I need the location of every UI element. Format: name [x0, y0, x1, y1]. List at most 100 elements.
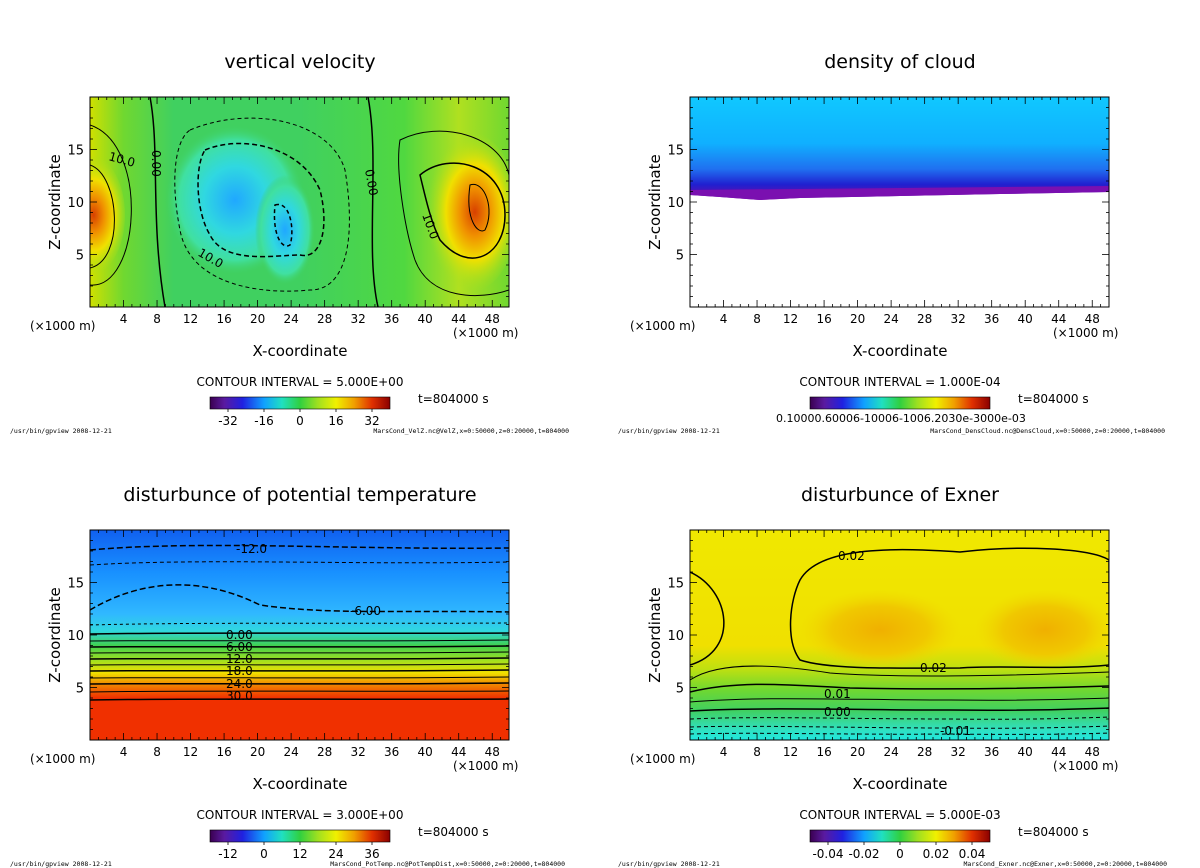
footer-right: MarsCond_DensCloud.nc@DensCloud,x=0:5000… — [930, 427, 1165, 435]
contour-line — [90, 645, 509, 648]
contour-interval: CONTOUR INTERVAL = 3.000E+00 — [197, 808, 404, 822]
colorbar-tick-label: -32 — [218, 414, 238, 428]
x-tick-label: 48 — [1085, 745, 1100, 759]
x-tick-label: 16 — [816, 312, 831, 326]
x-axis-label: X-coordinate — [253, 775, 348, 793]
contour-label: 0.00 — [149, 150, 163, 177]
x-tick-label: 28 — [917, 745, 932, 759]
x-tick-label: 48 — [1085, 312, 1100, 326]
x-unit-left: (×1000 m) — [30, 752, 95, 766]
y-tick-label: 5 — [676, 249, 684, 264]
contour-line — [90, 632, 509, 635]
x-unit-right: (×1000 m) — [1053, 326, 1118, 340]
y-axis-label: Z-coordinate — [646, 587, 664, 682]
chart-title: disturbunce of Exner — [801, 484, 999, 506]
x-tick-label: 12 — [183, 312, 198, 326]
contour-label: 18.0 — [226, 664, 253, 678]
time-label: t=804000 s — [1018, 392, 1089, 406]
x-tick-label: 24 — [283, 312, 298, 326]
x-unit-left: (×1000 m) — [630, 319, 695, 333]
x-tick-label: 32 — [951, 745, 966, 759]
contour-line — [90, 584, 509, 613]
colorbar-tick-label: 16 — [328, 414, 343, 428]
contour-interval: CONTOUR INTERVAL = 5.000E+00 — [197, 375, 404, 389]
plot-area — [90, 530, 509, 740]
contour-label: 0.02 — [838, 549, 865, 563]
y-axis-label: Z-coordinate — [646, 154, 664, 249]
x-tick-label: 36 — [984, 312, 999, 326]
colorbar-tick-label: 0 — [296, 414, 304, 428]
x-tick-label: 16 — [216, 312, 231, 326]
y-tick-label: 15 — [667, 577, 684, 592]
x-unit-left: (×1000 m) — [30, 319, 95, 333]
contour-line — [690, 683, 1109, 693]
time-label: t=804000 s — [418, 392, 489, 406]
panel-density-of-cloud: density of cloud 4 8 12 16 20 24 28 32 36 40 44 485… — [618, 51, 1165, 435]
x-tick-label: 36 — [384, 745, 399, 759]
contour-line — [789, 547, 1109, 669]
x-tick-label: 4 — [720, 312, 728, 326]
x-tick-label: 32 — [351, 312, 366, 326]
contour-line — [90, 676, 509, 679]
x-tick-label: 40 — [418, 745, 433, 759]
contour-line — [90, 561, 509, 566]
contour-line — [419, 162, 506, 259]
contour-line — [90, 690, 509, 693]
x-tick-label: 4 — [120, 312, 128, 326]
x-tick-label: 4 — [720, 745, 728, 759]
x-tick-label: 40 — [1018, 312, 1033, 326]
contour-line — [90, 698, 509, 701]
time-label: t=804000 s — [418, 825, 489, 839]
colorbar-tick-label: 36 — [364, 847, 379, 861]
x-tick-label: 28 — [917, 312, 932, 326]
y-tick-label: 15 — [67, 577, 84, 592]
contour-line — [90, 124, 132, 286]
contour-line — [149, 97, 166, 307]
colorbar-tick-label: 0 — [260, 847, 268, 861]
high-exner-region — [975, 590, 1109, 670]
x-axis-label: X-coordinate — [253, 342, 348, 360]
contour-line — [273, 203, 293, 247]
y-tick-label: 5 — [76, 249, 84, 264]
contour-line — [690, 665, 1109, 681]
x-unit-right: (×1000 m) — [453, 759, 518, 773]
downdraft-core — [255, 175, 315, 285]
plot-area — [690, 530, 1109, 740]
panel-vertical-velocity: vertical velocity 10.0 0.00 10.0 0.00 10… — [10, 51, 569, 435]
updraft-region-right — [422, 132, 509, 292]
x-tick-label: 8 — [753, 312, 761, 326]
contour-label: 30.0 — [226, 689, 253, 703]
x-unit-left: (×1000 m) — [630, 752, 695, 766]
footer-left: /usr/bin/gpview 2008-12-21 — [10, 860, 112, 868]
x-tick-label: 8 — [753, 745, 761, 759]
x-tick-label: 8 — [153, 312, 161, 326]
footer-left: /usr/bin/gpview 2008-12-21 — [618, 860, 720, 868]
contour-line — [90, 663, 509, 666]
footer-right: MarsCond_Exner.nc@Exner,x=0:50000,z=0:20… — [964, 860, 1168, 868]
x-tick-label: 28 — [317, 312, 332, 326]
contour-line — [90, 669, 509, 672]
contour-label: -6.00 — [350, 604, 381, 618]
contour-label: 6.00 — [226, 640, 253, 654]
y-tick-label: 15 — [667, 144, 684, 159]
chart-title: density of cloud — [824, 51, 976, 73]
colorbar-tick-label: -12 — [218, 847, 238, 861]
colorbar-tick-label: 0.04 — [959, 847, 986, 861]
colorbar — [809, 396, 991, 410]
x-tick-label: 32 — [951, 312, 966, 326]
x-unit-right: (×1000 m) — [1053, 759, 1118, 773]
colorbar-tick-label: -16 — [254, 414, 274, 428]
x-tick-label: 12 — [183, 745, 198, 759]
contour-label: 0.00 — [362, 168, 380, 197]
colorbar-tick-label: 24 — [328, 847, 343, 861]
contour-line — [690, 697, 1109, 703]
time-label: t=804000 s — [1018, 825, 1089, 839]
x-tick-label: 16 — [816, 745, 831, 759]
y-axis-label: Z-coordinate — [46, 587, 64, 682]
colorbar-tick-label: 12 — [292, 847, 307, 861]
x-unit-right: (×1000 m) — [453, 326, 518, 340]
colorbar-tick-label: 0 — [896, 847, 904, 861]
contour-line — [690, 725, 1109, 729]
x-tick-label: 44 — [451, 745, 466, 759]
